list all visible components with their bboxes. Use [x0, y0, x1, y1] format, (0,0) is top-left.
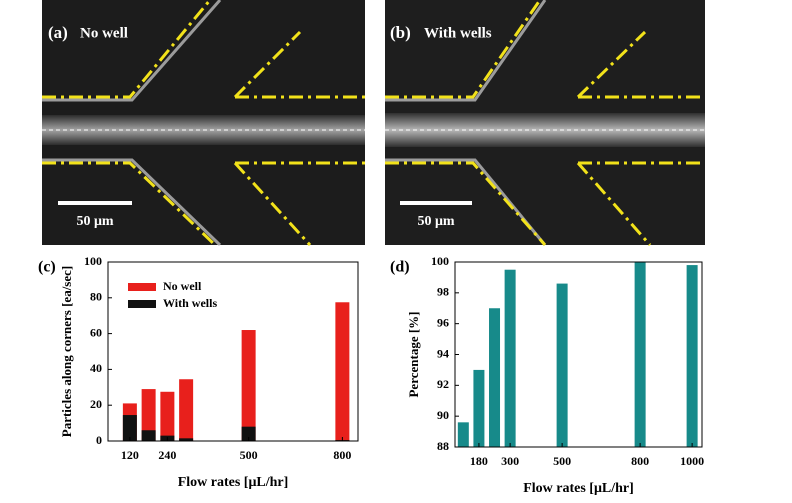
bar: [141, 389, 156, 441]
y-tick-label: 20: [90, 397, 102, 411]
y-tick-label: 92: [437, 377, 449, 391]
bar: [556, 283, 568, 447]
panel-title: No well: [80, 25, 128, 41]
y-tick-label: 40: [90, 361, 102, 375]
y-tick-label: 80: [90, 290, 102, 304]
panel-label: (a): [48, 23, 68, 42]
legend-swatch: [128, 300, 156, 308]
plot-frame: [107, 261, 359, 442]
image-b: (b) With wells 50 μm: [385, 0, 705, 246]
y-axis-label: Particles along corners [ea/sec]: [59, 266, 74, 437]
panel-title: With wells: [424, 25, 492, 41]
bar: [473, 369, 485, 447]
image-a: (a) No well 50 μm: [42, 0, 365, 247]
legend-label: No well: [163, 279, 202, 293]
bar: [241, 330, 256, 441]
panel-label: (d): [390, 259, 410, 276]
x-tick-label: 1000: [680, 454, 704, 468]
bar: [179, 379, 194, 441]
scale-bar-label: 50 μm: [417, 214, 454, 229]
y-tick-label: 60: [90, 325, 102, 339]
panel-label: (b): [390, 23, 411, 42]
bar: [122, 415, 137, 441]
y-tick-label: 96: [437, 315, 449, 329]
bar: [335, 302, 350, 441]
x-tick-label: 180: [470, 454, 488, 468]
x-tick-label: 800: [631, 454, 649, 468]
y-tick-label: 98: [437, 285, 449, 299]
y-tick-label: 0: [96, 433, 102, 447]
y-axis-label: Percentage [%]: [406, 311, 421, 397]
bar: [241, 426, 256, 441]
panel-label: (c): [38, 259, 56, 276]
bar: [634, 262, 646, 447]
x-axis-label: Flow rates [μL/hr]: [523, 481, 634, 496]
bar: [160, 391, 175, 441]
y-tick-label: 88: [437, 439, 449, 453]
x-tick-label: 500: [240, 448, 258, 462]
x-tick-label: 240: [158, 448, 176, 462]
y-tick-label: 100: [431, 254, 449, 268]
legend-label: With wells: [163, 296, 217, 310]
y-tick-label: 100: [84, 254, 102, 268]
x-tick-label: 120: [121, 448, 139, 462]
x-tick-label: 300: [501, 454, 519, 468]
scale-bar-label: 50 μm: [76, 214, 113, 229]
bar: [141, 430, 156, 441]
y-tick-label: 90: [437, 408, 449, 422]
legend-swatch: [128, 283, 156, 291]
bar: [179, 438, 194, 441]
x-tick-label: 800: [333, 448, 351, 462]
y-tick-label: 94: [437, 346, 449, 360]
x-axis-label: Flow rates [μL/hr]: [178, 475, 289, 490]
bar: [457, 422, 469, 447]
x-tick-label: 500: [553, 454, 571, 468]
bar: [489, 308, 501, 447]
bar: [686, 265, 698, 447]
bar: [504, 269, 516, 447]
